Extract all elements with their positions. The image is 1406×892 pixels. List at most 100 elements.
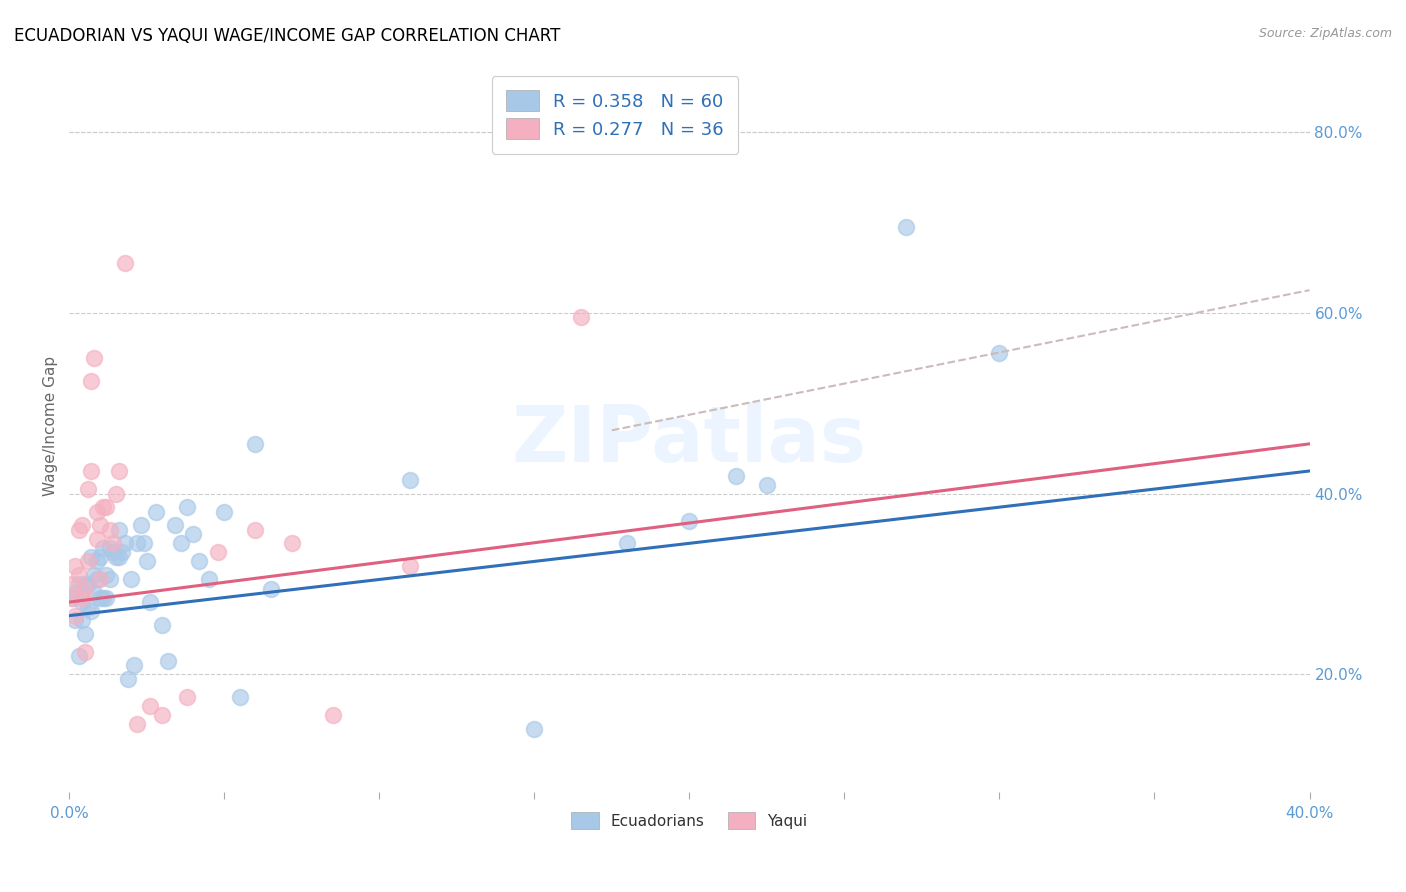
Point xyxy=(124,658,146,673)
Point xyxy=(98,523,121,537)
Point xyxy=(108,549,131,564)
Point xyxy=(65,586,87,600)
Point xyxy=(89,591,111,605)
Point xyxy=(150,708,173,723)
Point xyxy=(60,577,83,591)
Point xyxy=(70,518,93,533)
Point xyxy=(80,374,103,388)
Point xyxy=(170,536,193,550)
Point xyxy=(96,500,118,515)
Point xyxy=(73,645,96,659)
Point xyxy=(114,256,136,270)
Point xyxy=(70,595,93,609)
Point xyxy=(260,582,283,596)
Point xyxy=(76,482,98,496)
Point xyxy=(678,514,700,528)
Point xyxy=(127,536,149,550)
Point xyxy=(150,617,173,632)
Legend: Ecuadorians, Yaqui: Ecuadorians, Yaqui xyxy=(565,805,814,836)
Point xyxy=(65,608,87,623)
Point xyxy=(145,505,167,519)
Point xyxy=(197,573,219,587)
Point xyxy=(724,468,747,483)
Point xyxy=(139,595,162,609)
Point xyxy=(896,219,918,234)
Point xyxy=(114,536,136,550)
Point xyxy=(120,573,142,587)
Point xyxy=(86,532,108,546)
Point xyxy=(163,518,186,533)
Point xyxy=(76,577,98,591)
Point xyxy=(83,586,105,600)
Point xyxy=(73,626,96,640)
Point xyxy=(89,518,111,533)
Point xyxy=(108,523,131,537)
Point xyxy=(73,582,96,596)
Text: ECUADORIAN VS YAQUI WAGE/INCOME GAP CORRELATION CHART: ECUADORIAN VS YAQUI WAGE/INCOME GAP CORR… xyxy=(14,27,561,45)
Point xyxy=(91,500,114,515)
Point xyxy=(76,599,98,614)
Point xyxy=(101,536,124,550)
Y-axis label: Wage/Income Gap: Wage/Income Gap xyxy=(44,356,58,496)
Point xyxy=(101,545,124,559)
Point xyxy=(91,541,114,555)
Point xyxy=(89,573,111,587)
Point xyxy=(104,549,127,564)
Point xyxy=(80,549,103,564)
Point xyxy=(60,591,83,605)
Point xyxy=(73,577,96,591)
Point xyxy=(207,545,229,559)
Point xyxy=(70,613,93,627)
Point xyxy=(65,558,87,573)
Point xyxy=(108,464,131,478)
Point xyxy=(245,437,267,451)
Point xyxy=(157,654,180,668)
Point xyxy=(80,604,103,618)
Point xyxy=(65,613,87,627)
Point xyxy=(67,523,90,537)
Point xyxy=(281,536,304,550)
Point xyxy=(755,477,778,491)
Point xyxy=(181,527,204,541)
Point xyxy=(60,591,83,605)
Point xyxy=(76,554,98,568)
Point xyxy=(399,558,422,573)
Point xyxy=(176,500,198,515)
Point xyxy=(80,464,103,478)
Point xyxy=(86,573,108,587)
Point xyxy=(988,346,1011,360)
Point xyxy=(67,577,90,591)
Point xyxy=(139,699,162,714)
Point xyxy=(214,505,236,519)
Point xyxy=(135,554,157,568)
Point xyxy=(67,568,90,582)
Point xyxy=(83,568,105,582)
Point xyxy=(104,486,127,500)
Point xyxy=(127,717,149,731)
Point xyxy=(86,554,108,568)
Point xyxy=(96,591,118,605)
Point xyxy=(98,573,121,587)
Point xyxy=(523,722,546,736)
Point xyxy=(245,523,267,537)
Point xyxy=(86,505,108,519)
Text: Source: ZipAtlas.com: Source: ZipAtlas.com xyxy=(1258,27,1392,40)
Text: ZIPatlas: ZIPatlas xyxy=(512,402,868,478)
Point xyxy=(616,536,638,550)
Point xyxy=(96,568,118,582)
Point xyxy=(117,672,139,686)
Point xyxy=(132,536,155,550)
Point xyxy=(89,549,111,564)
Point xyxy=(569,310,592,325)
Point xyxy=(399,473,422,487)
Point xyxy=(98,541,121,555)
Point xyxy=(129,518,152,533)
Point xyxy=(91,591,114,605)
Point xyxy=(83,351,105,365)
Point xyxy=(322,708,344,723)
Point xyxy=(67,649,90,664)
Point xyxy=(229,690,252,704)
Point xyxy=(176,690,198,704)
Point xyxy=(188,554,211,568)
Point xyxy=(111,545,134,559)
